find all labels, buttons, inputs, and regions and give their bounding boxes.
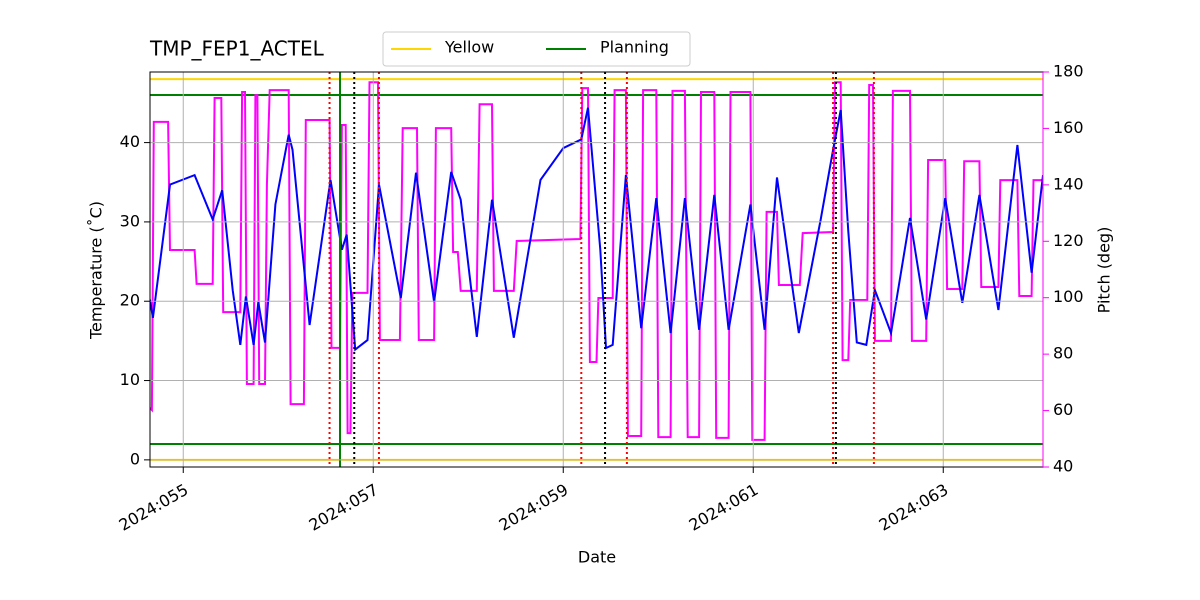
y2-tick-label: 120 xyxy=(1053,231,1084,250)
plot-frame xyxy=(149,71,1044,468)
y2-tick-label: 60 xyxy=(1053,400,1073,419)
x-tick-label: 2024:055 xyxy=(116,480,192,535)
data-line xyxy=(150,107,1043,352)
legend-box xyxy=(382,31,691,67)
y-tick-label: 0 xyxy=(130,449,140,468)
legend-label: Yellow xyxy=(444,38,494,57)
y-tick-label: 10 xyxy=(120,370,140,389)
y2-tick-label: 80 xyxy=(1053,344,1073,363)
x-axis-label: Date xyxy=(578,548,616,567)
plot-area xyxy=(150,72,1043,467)
y-tick-label: 20 xyxy=(120,291,140,310)
data-line xyxy=(150,81,1043,441)
y-tick-label: 30 xyxy=(120,211,140,230)
x-tick-label: 2024:063 xyxy=(876,480,952,535)
y2-axis-label: Pitch (deg) xyxy=(1095,227,1114,314)
y2-tick-label: 100 xyxy=(1053,287,1084,306)
legend-label: Planning xyxy=(600,38,669,57)
x-tick-label: 2024:057 xyxy=(306,480,382,535)
y2-tick-label: 140 xyxy=(1053,174,1084,193)
x-tick-label: 2024:059 xyxy=(496,480,572,535)
x-tick-label: 2024:061 xyxy=(686,480,762,535)
y2-tick-label: 160 xyxy=(1053,118,1084,137)
y2-tick-label: 180 xyxy=(1053,62,1084,81)
y-tick-label: 40 xyxy=(120,132,140,151)
y-axis-label: Temperature (˚C) xyxy=(87,201,106,340)
chart-title: TMP_FEP1_ACTEL xyxy=(149,37,325,61)
y2-tick-label: 40 xyxy=(1053,457,1073,476)
